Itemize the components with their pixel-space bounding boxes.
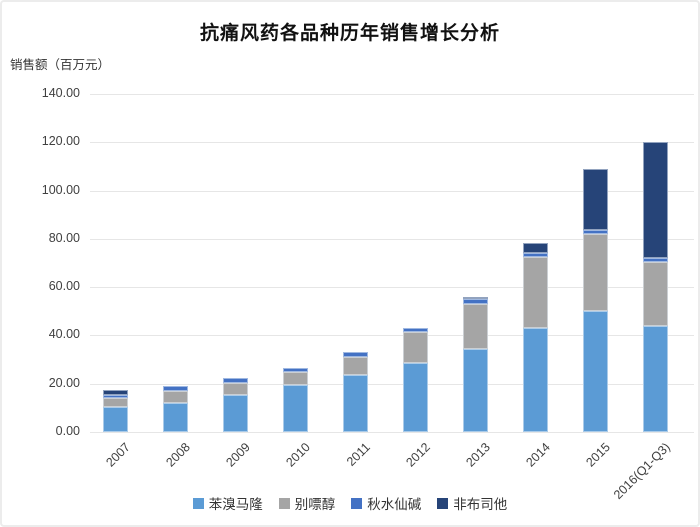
plot-area xyxy=(90,94,694,433)
gridline xyxy=(90,190,694,192)
legend-label: 别嘌醇 xyxy=(294,497,336,512)
bar-segment-秋水仙碱[interactable] xyxy=(222,377,248,383)
y-axis-tick-label: 0.00 xyxy=(55,424,80,438)
bar-segment-非布司他[interactable] xyxy=(462,296,488,300)
y-axis-tick-label: 140.00 xyxy=(41,86,80,100)
bar-segment-别嘌醇[interactable] xyxy=(462,304,488,349)
bar-segment-苯溴马隆[interactable] xyxy=(222,394,248,432)
gridline xyxy=(90,287,694,289)
bar-segment-苯溴马隆[interactable] xyxy=(282,384,308,432)
bar-segment-苯溴马隆[interactable] xyxy=(582,311,608,432)
bar-segment-苯溴马隆[interactable] xyxy=(522,328,548,432)
bar-segment-苯溴马隆[interactable] xyxy=(102,406,128,432)
bar-segment-秋水仙碱[interactable] xyxy=(282,368,308,372)
gridline xyxy=(90,238,694,240)
bar-2009[interactable] xyxy=(222,377,248,432)
bar-segment-苯溴马隆[interactable] xyxy=(162,403,188,432)
bar-segment-秋水仙碱[interactable] xyxy=(162,386,188,391)
bar-segment-秋水仙碱[interactable] xyxy=(462,299,488,305)
bar-segment-别嘌醇[interactable] xyxy=(162,390,188,404)
legend-item-非布司他[interactable]: 非布司他 xyxy=(437,493,507,513)
y-axis-tick-label: 80.00 xyxy=(48,230,80,245)
chart-title: 抗痛风药各品种历年销售增长分析 xyxy=(199,23,500,44)
y-axis-unit-label: 销售额（百万元） xyxy=(10,58,111,72)
bar-segment-秋水仙碱[interactable] xyxy=(642,258,668,262)
bar-segment-秋水仙碱[interactable] xyxy=(522,253,548,257)
bar-segment-别嘌醇[interactable] xyxy=(342,357,368,376)
bar-2016(Q1-Q3)[interactable] xyxy=(642,142,668,432)
y-axis-tick-label: 60.00 xyxy=(48,279,80,294)
y-axis-tick-label: 120.00 xyxy=(41,134,80,149)
legend-swatch-icon xyxy=(351,497,363,509)
bar-segment-别嘌醇[interactable] xyxy=(282,371,308,385)
gridline xyxy=(90,142,694,144)
bar-segment-秋水仙碱[interactable] xyxy=(342,352,368,358)
bar-2012[interactable] xyxy=(402,328,428,432)
legend: 苯溴马隆 别嘌醇 秋水仙碱 非布司他 xyxy=(2,493,698,513)
legend-item-秋水仙碱[interactable]: 秋水仙碱 xyxy=(351,493,421,513)
legend-label: 非布司他 xyxy=(453,497,508,512)
legend-swatch-icon xyxy=(437,497,449,509)
bar-2013[interactable] xyxy=(462,296,488,432)
bar-segment-非布司他[interactable] xyxy=(582,168,608,231)
bar-segment-苯溴马隆[interactable] xyxy=(342,375,368,432)
bar-segment-非布司他[interactable] xyxy=(102,389,128,395)
legend-item-别嘌醇[interactable]: 别嘌醇 xyxy=(278,493,336,513)
bar-segment-秋水仙碱[interactable] xyxy=(402,328,428,332)
bar-segment-别嘌醇[interactable] xyxy=(642,261,668,326)
y-axis-tick-label: 100.00 xyxy=(41,182,80,197)
legend-label: 秋水仙碱 xyxy=(367,497,422,512)
gridline xyxy=(90,383,694,385)
y-axis-tick-label: 20.00 xyxy=(48,375,80,390)
legend-swatch-icon xyxy=(278,497,290,509)
bar-segment-别嘌醇[interactable] xyxy=(522,256,548,329)
bar-segment-秋水仙碱[interactable] xyxy=(582,230,608,235)
bar-2008[interactable] xyxy=(162,386,188,432)
bar-segment-别嘌醇[interactable] xyxy=(222,382,248,395)
bar-2011[interactable] xyxy=(342,352,368,432)
bar-2015[interactable] xyxy=(582,168,608,432)
legend-swatch-icon xyxy=(192,497,204,509)
bar-2014[interactable] xyxy=(522,242,548,432)
bar-segment-别嘌醇[interactable] xyxy=(402,331,428,364)
bar-segment-别嘌醇[interactable] xyxy=(582,234,608,312)
gridline xyxy=(90,432,694,433)
bar-2010[interactable] xyxy=(282,368,308,432)
bar-segment-非布司他[interactable] xyxy=(642,142,668,259)
bar-segment-苯溴马隆[interactable] xyxy=(462,348,488,432)
bar-2007[interactable] xyxy=(102,389,128,432)
y-axis-tick-label: 40.00 xyxy=(48,327,80,342)
gridline xyxy=(90,94,694,95)
bar-segment-非布司他[interactable] xyxy=(522,242,548,254)
legend-label: 苯溴马隆 xyxy=(208,497,263,512)
legend-item-苯溴马隆[interactable]: 苯溴马隆 xyxy=(192,493,263,513)
bar-segment-苯溴马隆[interactable] xyxy=(402,363,428,432)
bar-segment-苯溴马隆[interactable] xyxy=(642,325,668,432)
bar-segment-秋水仙碱[interactable] xyxy=(102,394,128,399)
bar-segment-别嘌醇[interactable] xyxy=(102,398,128,407)
gridline xyxy=(90,335,694,337)
